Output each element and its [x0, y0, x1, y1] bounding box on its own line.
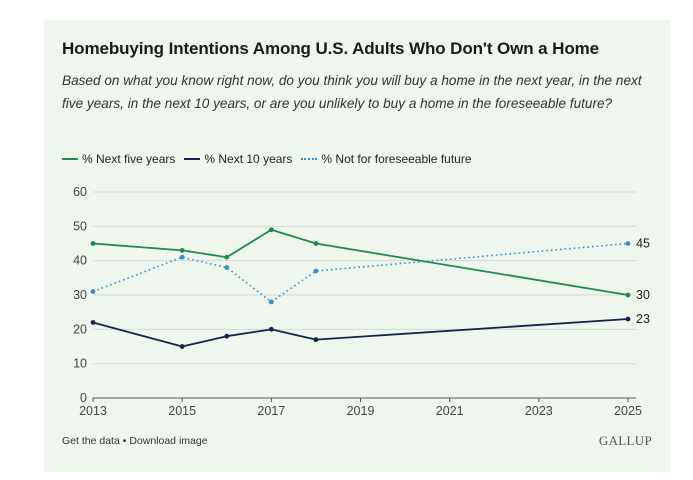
data-point — [625, 292, 631, 298]
get-data-link[interactable]: Get the data — [62, 435, 120, 447]
y-tick-label: 50 — [73, 219, 87, 233]
x-tick-label: 2017 — [257, 404, 285, 418]
end-data-label: 30 — [636, 288, 650, 302]
x-tick-label: 2021 — [436, 404, 464, 418]
chart-title: Homebuying Intentions Among U.S. Adults … — [62, 39, 599, 58]
x-tick-label: 2023 — [525, 404, 553, 418]
legend-label: % Not for foreseeable future — [321, 152, 472, 166]
chart-card: Homebuying Intentions Among U.S. Adults … — [44, 20, 670, 472]
data-point — [268, 326, 274, 332]
line-chart: 0 10 20 30 40 50 60 2013 2015 2017 2019 2021 2023 202… — [73, 185, 650, 418]
y-tick-label: 20 — [73, 322, 87, 336]
data-point — [625, 241, 631, 246]
data-point — [625, 316, 631, 322]
data-point — [268, 227, 274, 233]
legend-item-not-foreseeable: % Not for foreseeable future — [301, 152, 472, 166]
x-tick-label: 2025 — [614, 404, 642, 418]
y-tick-label: 10 — [73, 357, 87, 371]
series-line — [92, 228, 629, 296]
legend-swatch-green — [62, 158, 78, 160]
download-image-link[interactable]: Download image — [129, 435, 208, 447]
data-point — [90, 241, 96, 246]
data-point — [268, 299, 274, 305]
data-point — [224, 333, 230, 339]
legend-label: % Next 10 years — [204, 152, 293, 166]
series-line — [92, 242, 629, 303]
x-tick-label: 2013 — [79, 404, 107, 418]
data-point — [179, 247, 185, 253]
data-point — [90, 289, 96, 294]
data-point — [313, 268, 319, 274]
chart-subtitle: Based on what you know right now, do you… — [62, 73, 642, 111]
data-point — [313, 337, 319, 343]
footer-separator: • — [122, 435, 127, 447]
data-point — [179, 254, 185, 260]
data-point — [90, 320, 96, 325]
data-point — [313, 241, 319, 246]
data-point — [224, 254, 230, 260]
data-point — [179, 344, 185, 349]
series-line — [92, 318, 629, 348]
gallup-logo: GALLUP — [598, 433, 652, 448]
y-tick-label: 30 — [73, 288, 87, 302]
legend-swatch-navy — [184, 158, 201, 160]
end-data-label: 45 — [636, 237, 650, 251]
end-data-label: 23 — [636, 312, 650, 326]
y-tick-label: 60 — [73, 185, 87, 199]
legend-label: % Next five years — [82, 152, 176, 166]
data-point — [224, 265, 230, 270]
legend-swatch-blue-dotted — [301, 158, 318, 160]
footer-links: Get the data • Download image — [62, 435, 208, 447]
x-tick-label: 2019 — [347, 404, 375, 418]
y-tick-label: 0 — [80, 391, 87, 405]
legend-item-next-10-years: % Next 10 years — [184, 152, 292, 166]
legend-item-next-five-years: % Next five years — [62, 152, 175, 166]
y-tick-label: 40 — [73, 254, 87, 268]
x-tick-label: 2015 — [168, 404, 196, 418]
chart-legend: % Next five years % Next 10 years % Not … — [62, 151, 481, 167]
